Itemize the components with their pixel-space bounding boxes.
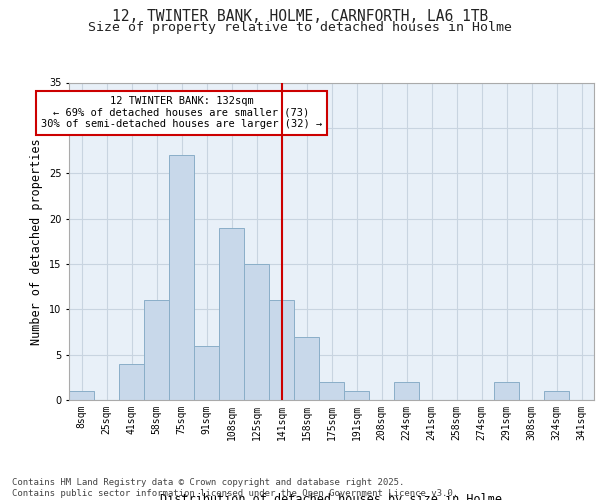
- Y-axis label: Number of detached properties: Number of detached properties: [31, 138, 43, 344]
- Text: Contains HM Land Registry data © Crown copyright and database right 2025.
Contai: Contains HM Land Registry data © Crown c…: [12, 478, 458, 498]
- Bar: [69, 391, 94, 400]
- Bar: [544, 391, 569, 400]
- Bar: [194, 346, 219, 400]
- Bar: [319, 382, 344, 400]
- X-axis label: Distribution of detached houses by size in Holme: Distribution of detached houses by size …: [161, 493, 503, 500]
- Bar: [144, 300, 169, 400]
- Bar: [244, 264, 269, 400]
- Bar: [494, 382, 519, 400]
- Bar: [219, 228, 244, 400]
- Bar: [394, 382, 419, 400]
- Text: 12, TWINTER BANK, HOLME, CARNFORTH, LA6 1TB: 12, TWINTER BANK, HOLME, CARNFORTH, LA6 …: [112, 9, 488, 24]
- Bar: [344, 391, 369, 400]
- Bar: [169, 155, 194, 400]
- Text: Size of property relative to detached houses in Holme: Size of property relative to detached ho…: [88, 21, 512, 34]
- Bar: [294, 336, 319, 400]
- Text: 12 TWINTER BANK: 132sqm
← 69% of detached houses are smaller (73)
30% of semi-de: 12 TWINTER BANK: 132sqm ← 69% of detache…: [41, 96, 322, 130]
- Bar: [119, 364, 144, 400]
- Bar: [269, 300, 294, 400]
